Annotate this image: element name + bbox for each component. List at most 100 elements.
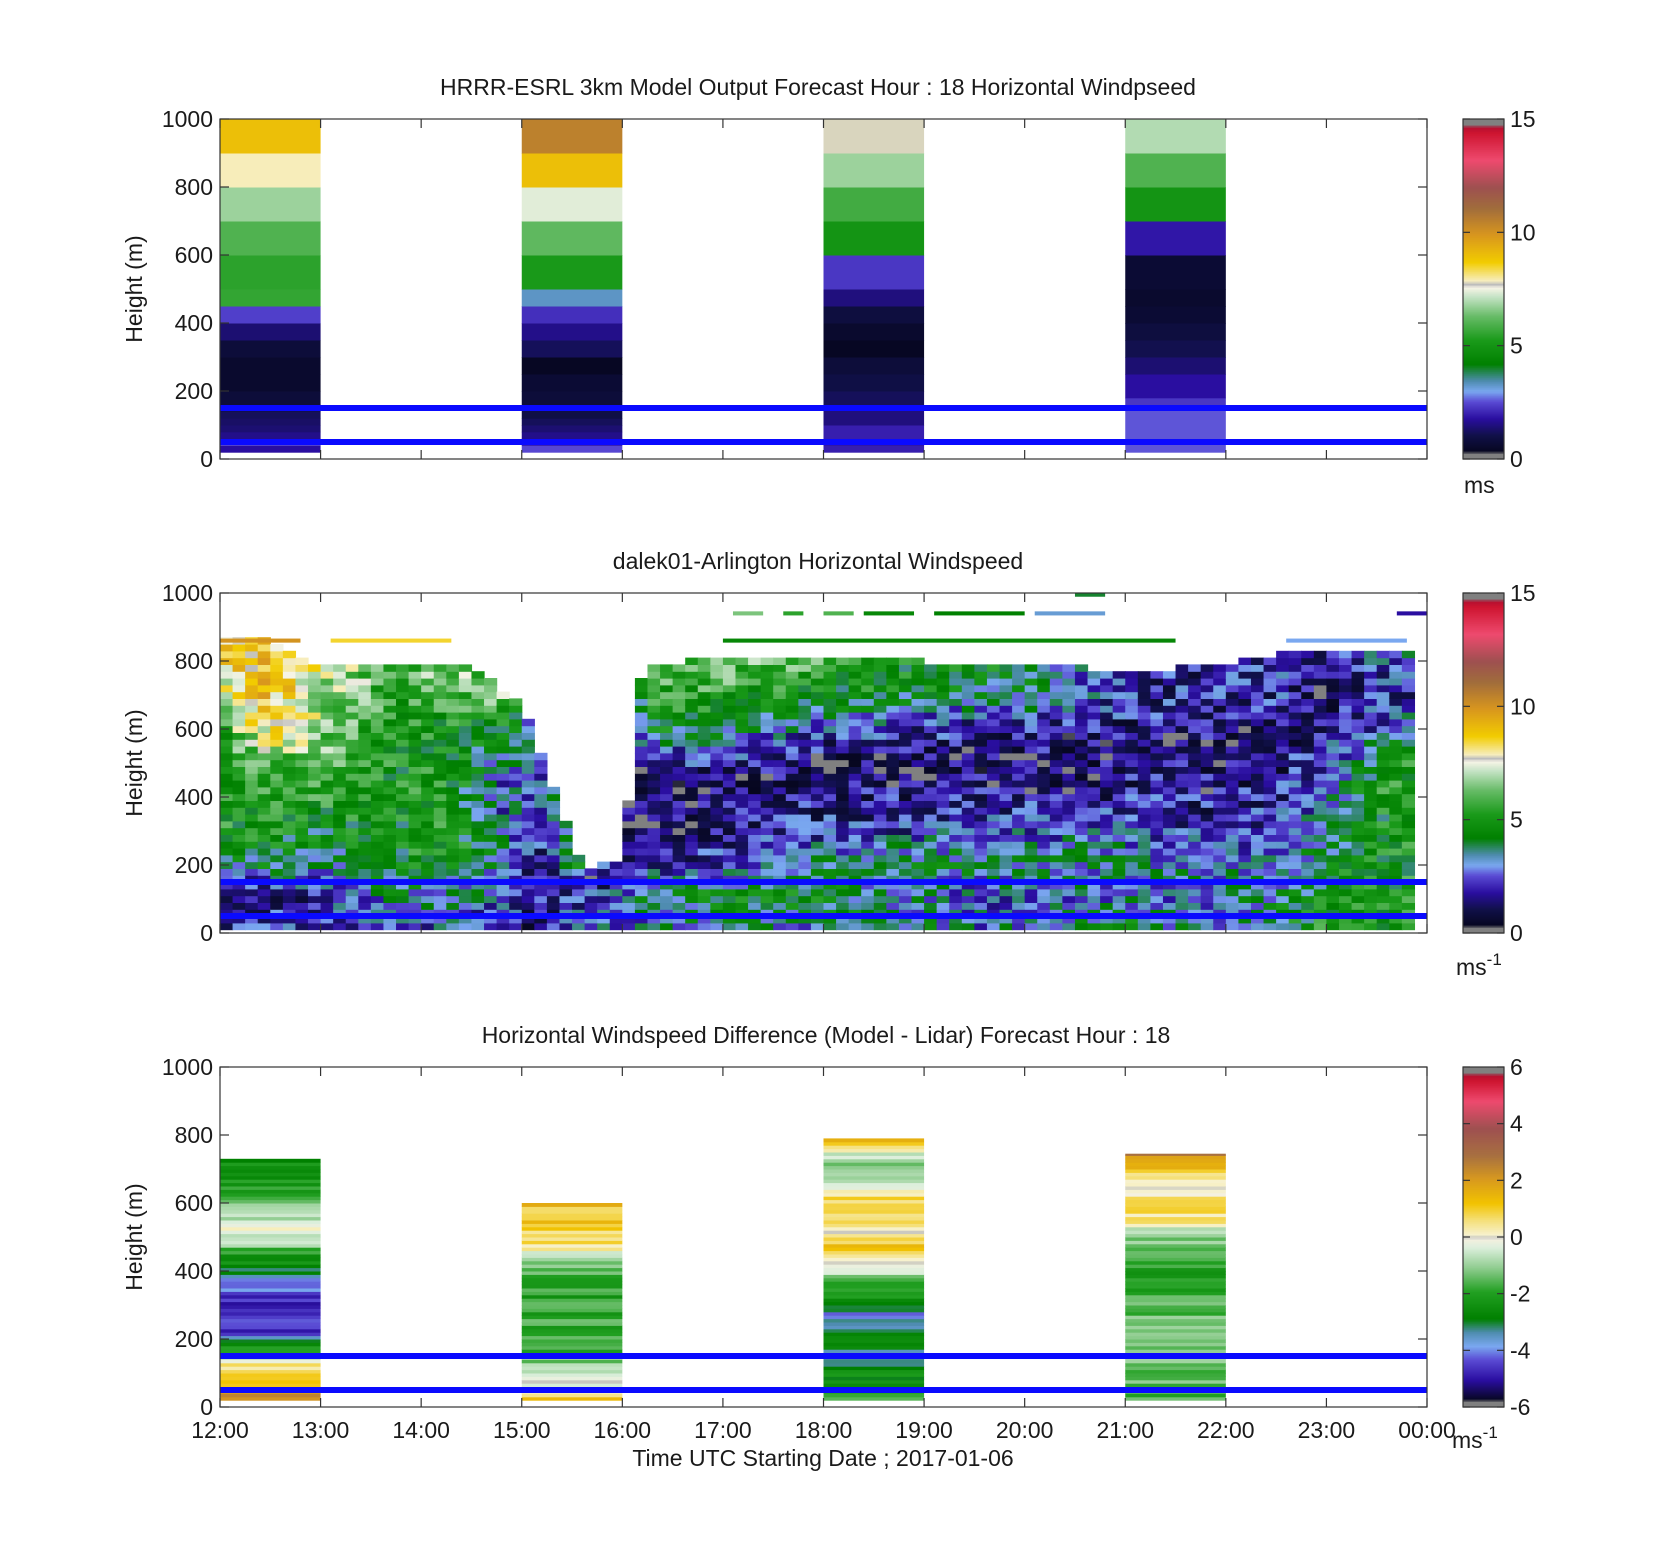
lidar-cell: [383, 759, 397, 767]
lidar-cell: [1012, 848, 1026, 856]
lidar-cell: [1364, 814, 1378, 822]
colorbar-segment: [1463, 1207, 1504, 1210]
lidar-cell: [383, 916, 397, 924]
difference-cell: [823, 1148, 925, 1153]
difference-cell: [220, 1328, 321, 1333]
lidar-cell: [999, 712, 1013, 720]
colorbar-segment: [1463, 1237, 1504, 1240]
lidar-cell: [836, 793, 850, 801]
lidar-cell: [1125, 922, 1139, 931]
difference-cell: [823, 1349, 925, 1354]
colorbar-segment: [1463, 1277, 1504, 1280]
lidar-cell: [936, 691, 950, 699]
lidar-cell: [1288, 861, 1302, 869]
lidar-cell: [396, 800, 410, 808]
lidar-cell: [458, 725, 473, 733]
lidar-cell: [647, 875, 661, 883]
colorbar-segment: [1463, 323, 1504, 326]
lidar-cell: [836, 888, 850, 897]
y-tick-label: 800: [175, 1122, 213, 1148]
lidar-cell: [232, 793, 246, 801]
difference-cell: [521, 1376, 623, 1381]
lidar-cell: [484, 875, 498, 883]
lidar-cell: [1351, 691, 1365, 699]
difference-cell: [521, 1308, 623, 1313]
colorbar-segment: [1463, 867, 1504, 870]
difference-cell: [220, 1192, 321, 1197]
lidar-cell: [1389, 820, 1403, 829]
colorbar-segment: [1463, 909, 1504, 912]
difference-cell: [823, 1284, 925, 1289]
lidar-cell: [295, 854, 309, 863]
lidar-cell: [433, 922, 447, 931]
difference-cell: [521, 1318, 623, 1323]
colorbar-segment: [1463, 1299, 1504, 1302]
lidar-cell: [810, 698, 825, 706]
difference-cell: [823, 1220, 925, 1224]
lidar-cell: [1326, 895, 1340, 903]
lidar-sparse-bin: [1396, 611, 1427, 616]
lidar-cell: [245, 732, 259, 740]
lidar-cell: [232, 875, 246, 883]
lidar-cell: [220, 732, 234, 740]
lidar-cell: [282, 752, 297, 761]
colorbar-segment: [1463, 1109, 1504, 1112]
lidar-cell: [672, 827, 686, 835]
lidar-cell: [458, 759, 473, 767]
lidar-cell: [760, 780, 774, 788]
lidar-cell: [1024, 773, 1038, 781]
lidar-cell: [245, 712, 259, 720]
lidar-cell: [471, 746, 485, 754]
lidar-cell: [873, 691, 887, 699]
lidar-cell: [974, 698, 988, 706]
lidar-cell: [1074, 793, 1089, 801]
lidar-cell: [1263, 909, 1277, 917]
lidar-cell: [773, 888, 787, 897]
lidar-cell: [1037, 807, 1051, 815]
lidar-cell: [1338, 834, 1353, 842]
lidar-cell: [333, 752, 347, 761]
lidar-cell: [1238, 807, 1252, 815]
lidar-cell: [546, 916, 561, 924]
lidar-cell: [1188, 684, 1202, 693]
lidar-cell: [1012, 861, 1026, 869]
lidar-cell: [446, 664, 460, 672]
lidar-cell: [358, 718, 372, 727]
lidar-cell: [873, 705, 887, 713]
lidar-cell: [609, 875, 623, 883]
colorbar-tick-label: 15: [1510, 106, 1536, 132]
lidar-cell: [722, 718, 737, 727]
lidar-cell: [308, 766, 322, 774]
lidar-cell: [873, 725, 887, 733]
lidar-cell: [1213, 800, 1227, 808]
lidar-cell: [1162, 861, 1177, 869]
lidar-cell: [1351, 807, 1365, 815]
lidar-cell: [1364, 773, 1378, 781]
lidar-cell: [1137, 807, 1151, 815]
lidar-cell: [408, 664, 422, 672]
difference-cell: [521, 1250, 623, 1255]
lidar-cell: [308, 854, 322, 863]
colorbar-segment: [1463, 335, 1504, 338]
lidar-cell: [1200, 718, 1214, 727]
lidar-cell: [974, 827, 988, 835]
lidar-cell: [1112, 895, 1126, 903]
lidar-cell: [1037, 691, 1051, 699]
lidar-cell: [785, 820, 799, 829]
lidar-cell: [634, 786, 649, 795]
lidar-cell: [1162, 698, 1177, 706]
lidar-cell: [1276, 705, 1290, 713]
lidar-cell: [1175, 848, 1189, 856]
lidar-cell: [496, 875, 510, 883]
lidar-cell: [861, 902, 875, 910]
lidar-cell: [1376, 909, 1390, 917]
lidar-cell: [345, 725, 359, 733]
lidar-cell: [1238, 752, 1252, 761]
lidar-cell: [546, 834, 561, 842]
lidar-cell: [1150, 800, 1164, 808]
lidar-cell: [672, 834, 686, 842]
lidar-cell: [1037, 848, 1051, 856]
lidar-cell: [1238, 691, 1252, 699]
colorbar-segment: [1463, 303, 1504, 306]
lidar-cell: [660, 820, 674, 829]
